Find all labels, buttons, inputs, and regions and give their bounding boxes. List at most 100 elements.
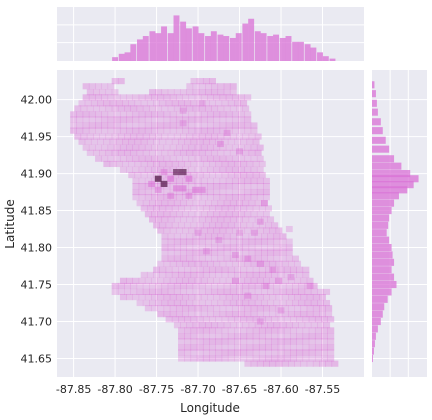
heatmap-cell <box>178 355 185 362</box>
heatmap-cell <box>213 311 221 318</box>
heatmap-cell <box>192 244 200 251</box>
heatmap-cell <box>173 244 181 251</box>
heatmap-cell <box>234 222 241 229</box>
heatmap-cell <box>261 244 268 251</box>
heatmap-cell <box>194 122 202 129</box>
heatmap-cell <box>136 282 144 290</box>
heatmap-cell <box>213 277 221 284</box>
heatmap-cell <box>86 133 94 140</box>
heatmap-cell <box>202 205 210 212</box>
heatmap-cell <box>124 105 131 112</box>
heatmap-cell <box>223 238 231 245</box>
heatmap-cell <box>252 205 260 212</box>
heatmap-cell <box>213 305 221 312</box>
heatmap-cell <box>215 205 223 212</box>
heatmap-cell <box>244 122 252 129</box>
heatmap-cell <box>113 144 121 151</box>
heatmap-cell <box>256 183 264 190</box>
heatmap-cell <box>126 111 134 118</box>
heatmap-cell <box>219 122 227 129</box>
heatmap-cell <box>202 100 210 107</box>
heatmap-cell <box>207 127 214 134</box>
marginal-y-bar <box>372 207 392 215</box>
heatmap-cell <box>217 288 225 296</box>
x-tick-label: -87.65 <box>222 383 257 396</box>
heatmap-cell <box>192 83 200 90</box>
heatmap-cell <box>215 333 223 340</box>
heatmap-hotspot-cell <box>231 251 239 259</box>
x-axis-label: Longitude <box>180 401 240 415</box>
heatmap-hotspot-cell <box>277 307 285 314</box>
heatmap-cell <box>302 355 310 362</box>
heatmap-cell <box>184 355 192 362</box>
heatmap-cell <box>196 271 204 278</box>
heatmap-cell <box>296 327 304 334</box>
heatmap-cell <box>244 111 252 118</box>
heatmap-hotspot-cell <box>261 200 268 207</box>
heatmap-cell <box>229 233 237 240</box>
heatmap-cell <box>234 327 241 334</box>
heatmap-cell <box>157 166 165 173</box>
heatmap-cell <box>200 260 208 267</box>
heatmap-cell <box>238 155 246 162</box>
heatmap-cell <box>250 277 258 284</box>
heatmap-cell <box>205 133 212 140</box>
marginal-x-bar <box>292 41 299 61</box>
heatmap-cell <box>321 316 328 323</box>
heatmap-cell <box>169 144 177 151</box>
heatmap-cell <box>236 282 243 290</box>
heatmap-cell <box>126 144 134 151</box>
heatmap-cell <box>256 144 264 151</box>
heatmap-cell <box>169 188 177 196</box>
heatmap-cell <box>207 305 214 312</box>
heatmap-cell <box>140 171 148 179</box>
heatmap-cell <box>119 116 127 123</box>
heatmap-cell <box>327 327 335 334</box>
heatmap-cell <box>271 271 279 278</box>
heatmap-cell <box>202 344 210 351</box>
heatmap-cell <box>165 222 173 229</box>
heatmap-cell <box>200 277 208 284</box>
heatmap-cell <box>142 105 150 112</box>
heatmap-cell <box>236 229 243 236</box>
heatmap-cell <box>279 233 287 240</box>
heatmap-hotspot-cell <box>256 260 264 267</box>
heatmap-cell <box>290 355 297 362</box>
heatmap-cell <box>161 216 169 223</box>
heatmap-hotspot-cell <box>236 148 243 155</box>
heatmap-cell <box>192 299 200 307</box>
heatmap-cell <box>175 277 183 284</box>
heatmap-cell <box>252 271 260 278</box>
heatmap-cell <box>213 122 221 129</box>
marginal-y-bar <box>372 295 388 303</box>
heatmap-cell <box>290 338 297 345</box>
heatmap-hotspot-cell <box>244 255 252 262</box>
heatmap-cell <box>302 333 310 340</box>
heatmap-cell <box>246 344 254 351</box>
heatmap-cell <box>221 338 229 345</box>
heatmap-cell <box>248 238 256 245</box>
heatmap-cell <box>173 133 181 140</box>
marginal-x-bar <box>223 36 230 61</box>
heatmap-cell <box>231 188 239 196</box>
heatmap-cell <box>107 122 115 129</box>
y-tick-label: 41.70 <box>21 316 53 329</box>
heatmap-cell <box>321 333 328 340</box>
heatmap-cell <box>161 133 169 140</box>
heatmap-cell <box>169 94 177 101</box>
marginal-x-bar <box>180 21 187 61</box>
heatmap-cell <box>153 100 160 107</box>
heatmap-cell <box>161 105 169 112</box>
heatmap-cell <box>180 282 187 290</box>
heatmap-cell <box>171 160 179 168</box>
heatmap-cell <box>244 311 252 318</box>
heatmap-cell <box>242 244 250 251</box>
heatmap-cell <box>144 188 152 196</box>
heatmap-cell <box>153 271 160 278</box>
heatmap-cell <box>258 344 266 351</box>
heatmap-cell <box>252 344 260 351</box>
heatmap-cell <box>308 338 316 345</box>
heatmap-cell <box>234 338 241 345</box>
heatmap-cell <box>151 144 158 151</box>
heatmap-cell <box>200 116 208 123</box>
